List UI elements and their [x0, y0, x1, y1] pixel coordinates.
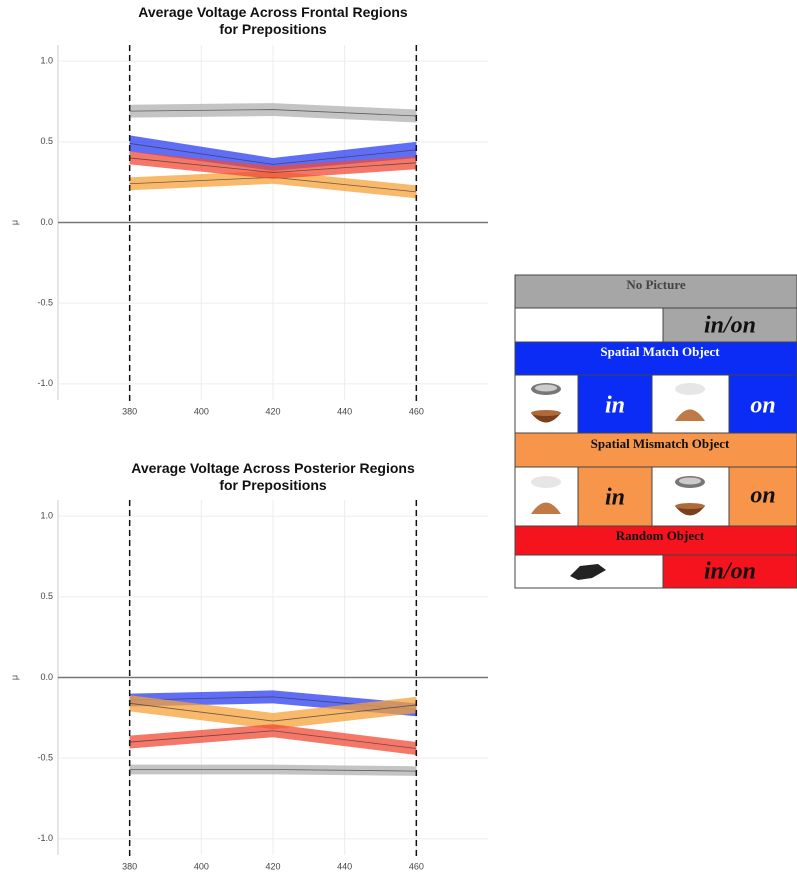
legend-cell — [728, 466, 797, 527]
y-tick-label: 0.5 — [40, 136, 53, 146]
chart-title: Average Voltage Across Posterior Regions… — [131, 460, 415, 493]
bowl-icon — [675, 409, 705, 421]
confidence-band — [129, 170, 417, 199]
confidence-band — [129, 724, 417, 755]
legend-label: in/on — [704, 559, 756, 585]
legend-label: in — [605, 393, 625, 419]
x-tick-label: 380 — [122, 406, 137, 416]
legend-label: in — [605, 485, 625, 511]
x-tick-label: 400 — [194, 406, 209, 416]
x-tick-label: 380 — [122, 861, 137, 871]
confidence-band — [129, 151, 417, 179]
series-line — [129, 702, 417, 722]
legend-header-label: Spatial Match Object — [600, 344, 720, 359]
y-tick-label: 1.0 — [40, 511, 53, 521]
legend-table — [514, 274, 797, 589]
bowl-icon — [531, 502, 561, 514]
legend-cell — [651, 466, 730, 527]
x-tick-label: 420 — [265, 861, 280, 871]
confidence-band — [129, 695, 417, 730]
y-axis-label: μ — [9, 675, 19, 680]
legend-cell — [662, 554, 797, 589]
x-tick-label: 420 — [265, 406, 280, 416]
legend-label: on — [750, 483, 775, 509]
y-tick-label: -0.5 — [37, 298, 53, 308]
y-tick-label: -1.0 — [37, 833, 53, 843]
bowl-icon — [531, 410, 561, 416]
legend-cell — [662, 307, 797, 343]
y-tick-label: 1.0 — [40, 56, 53, 66]
legend-header-label: Random Object — [616, 528, 705, 543]
legend-header-label: Spatial Mismatch Object — [591, 436, 730, 451]
legend-label: on — [750, 393, 775, 419]
x-tick-label: 440 — [337, 861, 352, 871]
series-line — [129, 769, 417, 772]
plate-icon — [535, 384, 557, 392]
series-line — [129, 109, 417, 117]
x-tick-label: 460 — [409, 406, 424, 416]
legend-pictures — [531, 383, 705, 580]
x-tick-label: 400 — [194, 861, 209, 871]
y-tick-label: -0.5 — [37, 753, 53, 763]
legend-cell — [514, 466, 579, 527]
legend-cell — [728, 374, 797, 434]
plate-icon — [675, 383, 705, 395]
bowl-icon — [675, 503, 705, 509]
series-line — [129, 730, 417, 749]
series-line — [129, 143, 417, 165]
legend-cell — [577, 466, 653, 527]
x-tick-label: 440 — [337, 406, 352, 416]
confidence-band — [129, 690, 417, 717]
legend-cell — [514, 307, 664, 343]
y-tick-label: 0.0 — [40, 217, 53, 227]
legend-label: in/on — [704, 313, 756, 339]
confidence-band — [129, 103, 417, 123]
legend-cell — [577, 374, 653, 434]
y-tick-label: 0.0 — [40, 672, 53, 682]
object-icon — [570, 564, 606, 580]
legend-header — [514, 525, 797, 556]
plate-icon — [531, 476, 561, 488]
y-tick-label: -1.0 — [37, 378, 53, 388]
legend-header — [514, 432, 797, 468]
y-axis-label: μ — [9, 220, 19, 225]
series-line — [129, 157, 417, 173]
y-tick-label: 0.5 — [40, 591, 53, 601]
legend-header-label: No Picture — [626, 277, 686, 292]
plate-icon — [679, 477, 701, 485]
legend-header — [514, 341, 797, 376]
confidence-band — [129, 764, 417, 776]
chart-title: Average Voltage Across Frontal Regions f… — [138, 4, 408, 37]
x-tick-label: 460 — [409, 861, 424, 871]
